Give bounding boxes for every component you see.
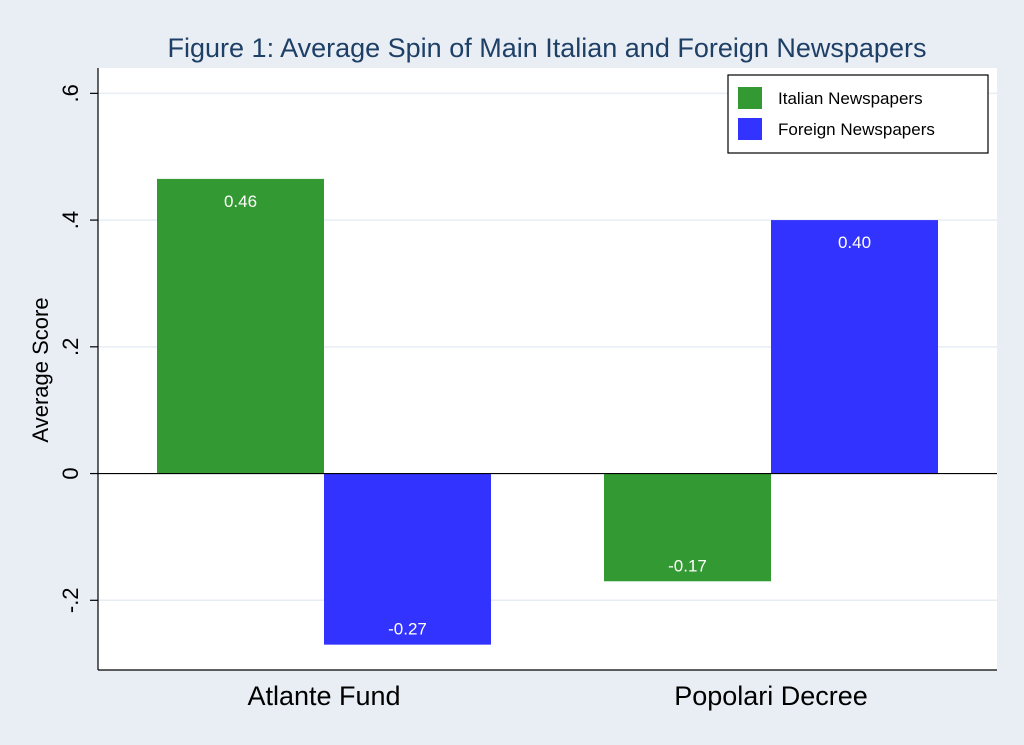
bar-value-label: -0.27 xyxy=(388,620,427,639)
bar-value-label: -0.17 xyxy=(668,556,707,575)
chart-title: Figure 1: Average Spin of Main Italian a… xyxy=(168,33,927,63)
bar-foreign-newspapers-popolari-decree xyxy=(771,220,938,474)
y-tick-label: 0 xyxy=(58,467,83,479)
bar-value-labels: 0.46 -0.27 -0.17 0.40 xyxy=(224,192,871,639)
bar-value-label: 0.46 xyxy=(224,192,257,211)
legend-swatch xyxy=(738,118,762,140)
legend-swatch xyxy=(738,87,762,109)
legend: Italian Newspapers Foreign Newspapers xyxy=(727,74,989,154)
legend-label: Foreign Newspapers xyxy=(778,120,935,139)
y-axis-label: Average Score xyxy=(28,297,53,442)
x-category-labels: Atlante Fund Popolari Decree xyxy=(247,681,867,711)
y-tick-label: .2 xyxy=(58,338,83,356)
y-tick-label: .4 xyxy=(58,211,83,229)
legend-box xyxy=(727,74,989,154)
x-category-label: Atlante Fund xyxy=(247,681,400,711)
bar-italian-newspapers-atlante-fund xyxy=(157,178,324,474)
bar-value-label: 0.40 xyxy=(838,233,871,252)
y-ticks: -.2 0 .2 .4 .6 xyxy=(58,84,98,613)
bar-italian-newspapers-popolari-decree xyxy=(604,473,771,582)
bar-foreign-newspapers-atlante-fund xyxy=(324,473,491,645)
y-tick-label: -.2 xyxy=(58,587,83,613)
bars xyxy=(157,178,938,645)
legend-label: Italian Newspapers xyxy=(778,89,923,108)
y-tick-label: .6 xyxy=(58,84,83,102)
x-category-label: Popolari Decree xyxy=(674,681,868,711)
